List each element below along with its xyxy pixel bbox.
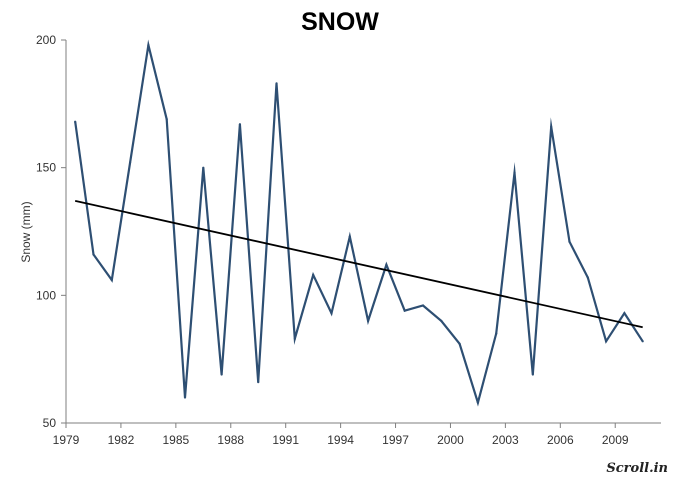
axes: 50 100 150 200 1979 1982 1985 1988 1991 1994 1997 2… (36, 33, 661, 447)
data-point (330, 312, 333, 315)
data-point (623, 312, 626, 315)
chart-marks (74, 39, 644, 407)
y-tick-label: 200 (36, 33, 56, 47)
data-point (531, 373, 534, 376)
brand-logo: Scroll.in (606, 461, 668, 476)
data-point (128, 161, 132, 164)
y-tick-label: 150 (36, 161, 56, 175)
data-point (293, 337, 296, 340)
x-tick-label: 2003 (492, 433, 519, 447)
data-point (238, 123, 242, 126)
data-point (202, 166, 205, 169)
data-point (586, 276, 589, 279)
data-point (312, 273, 315, 277)
y-axis-label: Snow (mm) (19, 201, 33, 262)
data-point (366, 319, 370, 322)
x-tick-label: 1979 (53, 433, 80, 447)
data-point (495, 332, 498, 335)
trend-line (74, 199, 643, 329)
data-point (458, 342, 461, 345)
data-point (550, 125, 553, 128)
data-point (385, 263, 388, 266)
x-tick-label: 2006 (547, 433, 574, 447)
data-point (74, 120, 77, 123)
data-point (165, 118, 168, 121)
data-point (421, 304, 425, 307)
y-tick-label: 50 (43, 416, 57, 430)
x-tick-label: 1985 (162, 433, 189, 447)
data-point (92, 253, 95, 256)
x-tick-label: 1988 (217, 433, 244, 447)
x-tick-label: 2000 (437, 433, 464, 447)
x-tick-label: 2009 (602, 433, 629, 447)
x-tick-label: 1994 (327, 433, 354, 447)
data-point (183, 396, 187, 399)
data-point (257, 381, 260, 384)
y-tick-label: 100 (36, 288, 56, 302)
data-point (568, 240, 571, 243)
data-point (147, 44, 150, 47)
data-point (476, 401, 480, 404)
data-point (348, 235, 351, 238)
x-tick-label: 1982 (108, 433, 135, 447)
data-point (604, 340, 608, 343)
data-point (641, 340, 644, 343)
data-point (220, 373, 223, 376)
snow-series-line (74, 39, 644, 407)
x-tick-label: 1991 (272, 433, 299, 447)
chart-title: SNOW (301, 8, 379, 36)
data-point (275, 82, 278, 85)
data-point (513, 171, 516, 174)
x-tick-label: 1997 (382, 433, 409, 447)
data-point (403, 309, 406, 312)
data-point (440, 319, 443, 322)
data-point (110, 278, 113, 282)
